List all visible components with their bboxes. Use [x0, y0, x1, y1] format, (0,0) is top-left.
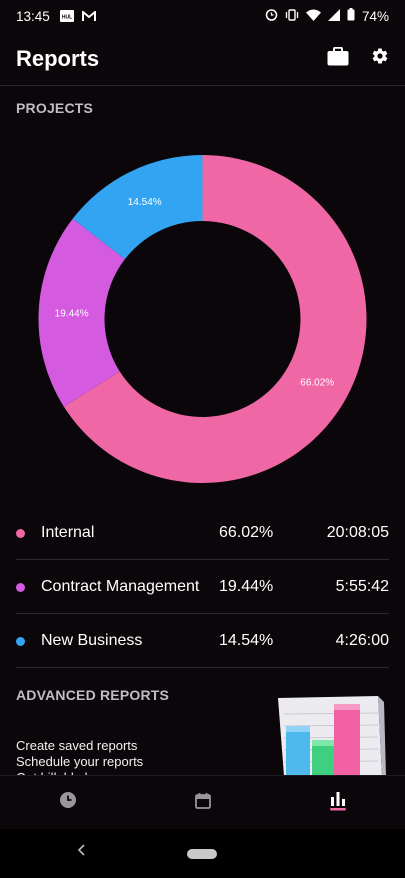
- projects-label: PROJECTS: [16, 100, 94, 116]
- status-bar: 13:45 HUL 74%: [0, 0, 405, 32]
- reports-icon: [328, 789, 348, 816]
- battery-percent: 74%: [361, 8, 389, 24]
- page-title: Reports: [16, 45, 100, 71]
- legend-row-internal[interactable]: Internal 66.02% 20:08:05: [16, 506, 389, 560]
- back-icon[interactable]: [75, 843, 89, 862]
- legend-row-new-business[interactable]: New Business 14.54% 4:26:00: [16, 614, 389, 668]
- gear-icon[interactable]: [371, 47, 389, 70]
- nav-calendar[interactable]: [135, 776, 270, 829]
- divider: [16, 613, 389, 614]
- project-name: Contract Management: [41, 578, 200, 595]
- calendar-icon: [194, 792, 211, 814]
- slice-label: 14.54%: [128, 197, 162, 208]
- slice-label: 19.44%: [55, 308, 89, 319]
- project-duration: 20:08:05: [326, 524, 389, 541]
- svg-text:HUL: HUL: [62, 15, 72, 21]
- gmail-icon: [81, 10, 96, 22]
- divider: [16, 667, 389, 668]
- project-duration: 5:55:42: [335, 578, 389, 595]
- vibrate-icon: [285, 8, 299, 24]
- home-button[interactable]: [187, 849, 217, 859]
- divider: [16, 559, 389, 560]
- feature-line: Create saved reports: [16, 738, 138, 753]
- projects-donut-chart: 66.02% 19.44% 14.54%: [38, 155, 367, 484]
- system-navigation-bar: [0, 829, 405, 878]
- alarm-icon: [265, 8, 278, 24]
- donut-slice: [38, 218, 125, 407]
- project-name: Internal: [41, 524, 95, 541]
- project-percent: 19.44%: [219, 578, 274, 595]
- donut-slice: [72, 155, 203, 260]
- legend-dot: [16, 582, 25, 592]
- legend-dot: [16, 528, 25, 538]
- nav-reports[interactable]: [270, 776, 405, 829]
- project-percent: 14.54%: [219, 632, 274, 649]
- legend-row-contract-management[interactable]: Contract Management 19.44% 5:55:42: [16, 560, 389, 614]
- feature-line: Schedule your reports: [16, 754, 144, 769]
- status-time: 13:45: [16, 8, 50, 24]
- reports-illustration-icon: [278, 696, 386, 776]
- project-duration: 4:26:00: [335, 632, 389, 649]
- advanced-reports-label: ADVANCED REPORTS: [16, 687, 170, 703]
- legend-dot: [16, 636, 25, 646]
- wifi-icon: [305, 9, 321, 24]
- hul-icon: HUL: [59, 10, 74, 22]
- signal-icon: [327, 8, 340, 24]
- project-percent: 66.02%: [219, 524, 274, 541]
- bottom-navigation: [0, 775, 405, 829]
- project-name: New Business: [41, 632, 143, 649]
- app-bar: Reports: [0, 32, 405, 86]
- battery-icon: [347, 8, 355, 24]
- slice-label: 66.02%: [300, 378, 334, 389]
- clock-icon: [59, 791, 77, 814]
- nav-timer[interactable]: [0, 776, 135, 829]
- briefcase-icon[interactable]: [327, 46, 349, 71]
- donut-slice: [63, 155, 367, 484]
